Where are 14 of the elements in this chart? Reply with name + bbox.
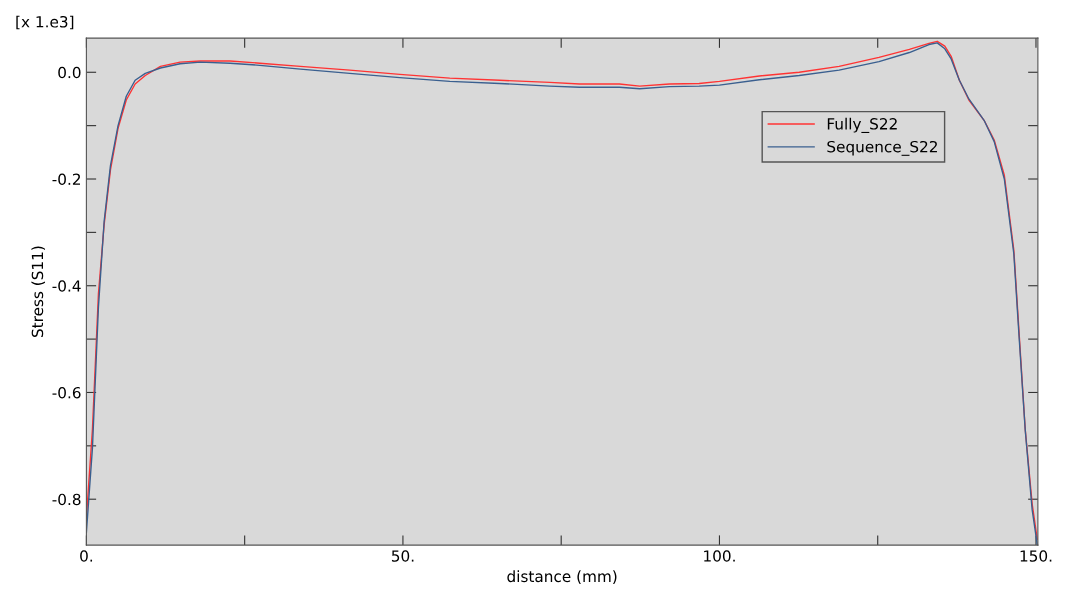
- y-axis-title: Stress (S11): [31, 246, 46, 338]
- x-tick-label: 150.: [1020, 550, 1052, 562]
- y-tick-label: 0.0: [58, 66, 81, 79]
- x-tick-label: 0.: [80, 550, 93, 562]
- legend-label: Fully_S22: [827, 117, 897, 133]
- text: [x 1.e3]: [16, 15, 74, 30]
- y-tick-label: -0.6: [52, 386, 81, 399]
- y-tick-label: -0.8: [52, 493, 81, 506]
- y-tick-label: -0.2: [52, 173, 81, 186]
- x-tick-label: 100.: [704, 550, 735, 562]
- x-axis-title: distance (mm): [507, 570, 617, 584]
- legend-label: Sequence_S22: [827, 140, 937, 156]
- x-tick-label: 50.: [391, 550, 414, 562]
- y-tick-label: -0.4: [52, 280, 81, 292]
